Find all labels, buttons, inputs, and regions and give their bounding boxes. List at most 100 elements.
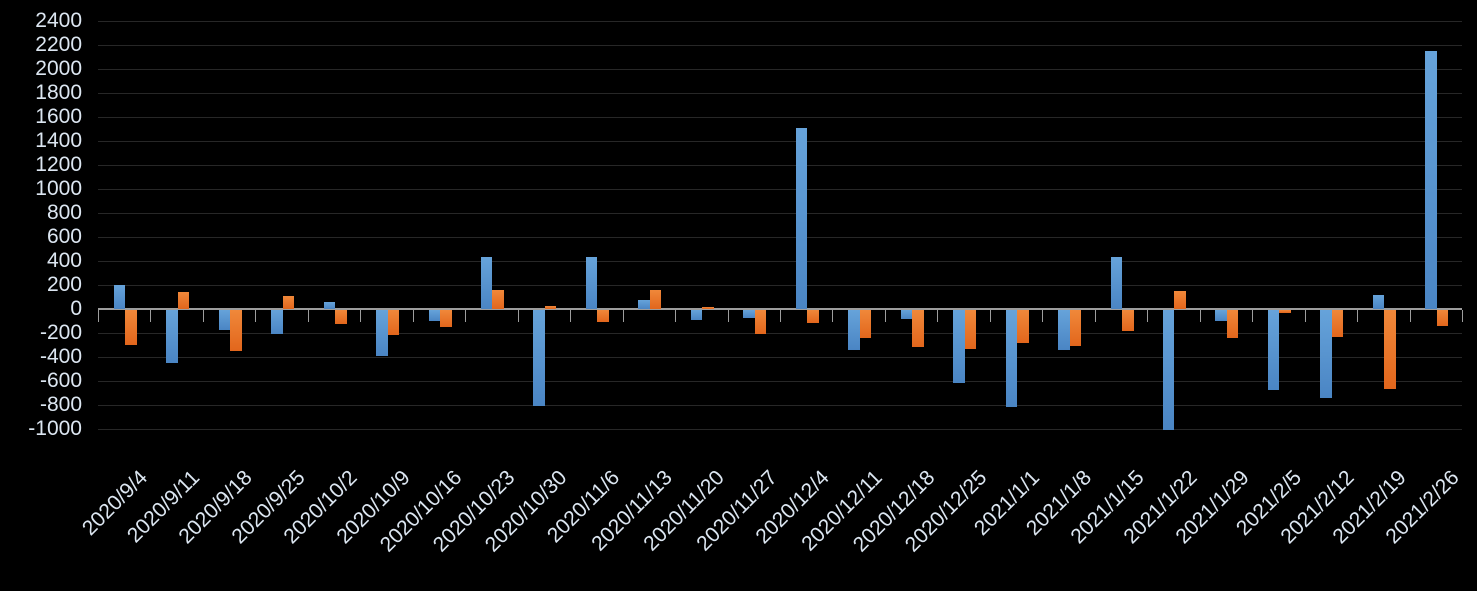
- axis-tick: [937, 310, 939, 322]
- bar-orange: [387, 310, 400, 335]
- y-axis-label: 600: [46, 225, 82, 248]
- bar-orange: [282, 296, 295, 309]
- bar-orange: [702, 306, 714, 309]
- bar-orange: [754, 310, 767, 334]
- x-axis-line: [98, 308, 1462, 310]
- axis-tick: [98, 310, 99, 322]
- bar-blue: [690, 310, 703, 321]
- axis-tick: [1094, 310, 1096, 322]
- axis-tick: [622, 310, 624, 322]
- axis-tick: [202, 310, 204, 322]
- bar-blue: [1110, 257, 1122, 309]
- bar-blue: [323, 302, 336, 309]
- bar-orange: [807, 310, 819, 323]
- gridline: [98, 21, 1462, 22]
- y-axis-label: 800: [46, 201, 82, 224]
- bar-orange: [335, 310, 347, 325]
- axis-tick: [570, 310, 572, 322]
- y-axis-label: 1600: [35, 105, 82, 128]
- y-axis-label: 2000: [35, 57, 82, 80]
- bar-blue: [743, 310, 755, 319]
- bar-orange: [649, 289, 662, 309]
- y-axis-label: 1000: [35, 177, 82, 200]
- gridline: [98, 285, 1462, 286]
- y-axis-label: -1000: [28, 417, 82, 440]
- bar-orange: [125, 310, 137, 345]
- y-axis-label: -600: [39, 369, 82, 392]
- bar-blue: [1005, 310, 1018, 408]
- bar-orange: [440, 310, 452, 328]
- bar-blue: [1162, 310, 1175, 430]
- bar-blue: [585, 257, 598, 309]
- bar-blue: [533, 310, 545, 406]
- gridline: [98, 93, 1462, 94]
- axis-tick: [307, 310, 309, 322]
- bar-orange: [544, 306, 557, 309]
- gridline: [98, 381, 1462, 382]
- bar-blue: [218, 310, 231, 331]
- bar-orange: [492, 290, 504, 309]
- gridline: [98, 261, 1462, 262]
- gridline: [98, 189, 1462, 190]
- axis-tick: [780, 310, 781, 322]
- bar-blue: [795, 127, 808, 309]
- axis-tick: [360, 310, 362, 322]
- axis-tick: [1462, 310, 1463, 322]
- axis-tick: [1252, 310, 1254, 322]
- bar-orange: [859, 310, 872, 339]
- bar-orange: [1384, 310, 1396, 390]
- bar-orange: [597, 310, 609, 322]
- bar-orange: [964, 310, 977, 349]
- bar-orange: [177, 292, 190, 309]
- y-axis-label: 400: [46, 249, 82, 272]
- bar-blue: [166, 310, 178, 363]
- y-axis-label: 200: [46, 273, 82, 296]
- bar-blue: [1215, 310, 1227, 321]
- bar-orange: [1226, 310, 1239, 339]
- gridline: [98, 213, 1462, 214]
- bar-blue: [1058, 310, 1070, 350]
- y-axis-label: -400: [39, 345, 82, 368]
- y-axis-label: -200: [39, 321, 82, 344]
- gridline: [98, 45, 1462, 46]
- gridline: [98, 405, 1462, 406]
- axis-tick: [832, 310, 834, 322]
- bar-orange: [1069, 310, 1082, 346]
- gridline: [98, 141, 1462, 142]
- axis-tick: [150, 310, 152, 322]
- bar-blue: [638, 300, 650, 309]
- bar-blue: [1425, 51, 1437, 309]
- y-axis-label: 2400: [35, 9, 82, 32]
- bar-blue: [428, 310, 440, 322]
- axis-tick: [412, 310, 414, 322]
- bar-orange: [1174, 291, 1186, 309]
- axis-tick: [465, 310, 467, 322]
- axis-tick: [727, 310, 729, 322]
- bar-blue: [480, 257, 493, 309]
- y-axis-label: 1200: [35, 153, 82, 176]
- bar-blue: [376, 310, 388, 356]
- bar-orange: [1436, 310, 1449, 327]
- gridline: [98, 69, 1462, 70]
- bar-orange: [1017, 310, 1029, 343]
- bar-blue: [900, 310, 913, 319]
- y-axis-label: 1800: [35, 81, 82, 104]
- y-axis-label: 0: [70, 297, 82, 320]
- axis-tick: [1042, 310, 1044, 322]
- axis-tick: [1304, 310, 1306, 322]
- bar-blue: [1267, 310, 1280, 391]
- bar-blue: [113, 285, 126, 309]
- bar-blue: [1372, 295, 1385, 309]
- axis-tick: [1147, 310, 1149, 322]
- bar-orange: [1122, 310, 1134, 331]
- axis-tick: [1357, 310, 1359, 322]
- gridline: [98, 357, 1462, 358]
- bar-blue: [953, 310, 965, 384]
- gridline: [98, 237, 1462, 238]
- axis-tick: [517, 310, 519, 322]
- bar-orange: [912, 310, 924, 348]
- axis-tick: [255, 310, 257, 322]
- bar-blue: [271, 310, 283, 334]
- gridline: [98, 333, 1462, 334]
